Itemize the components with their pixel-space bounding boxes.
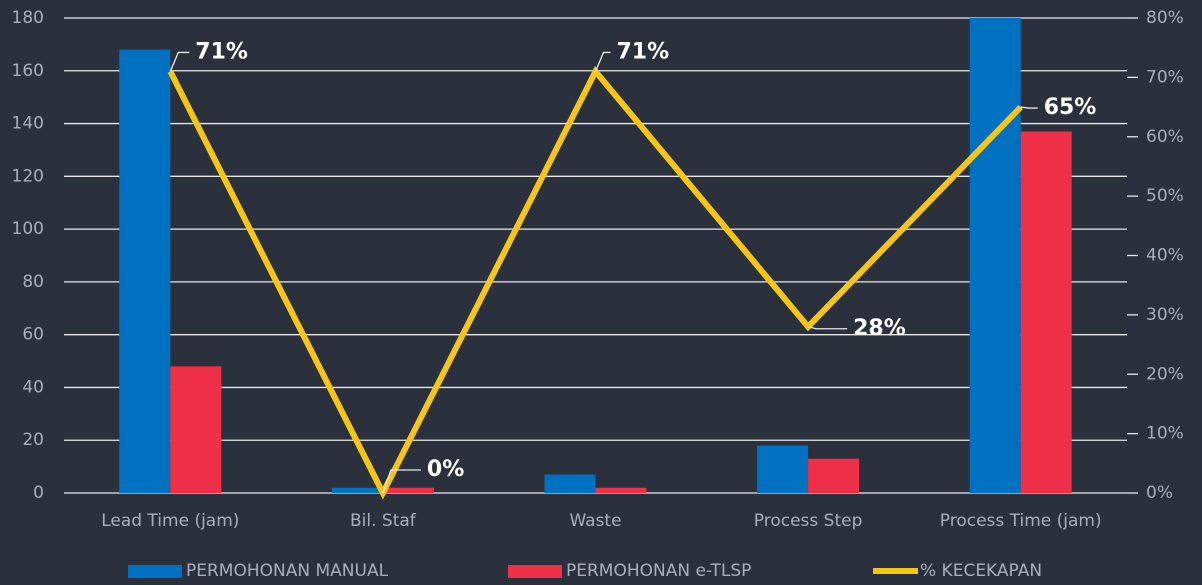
bar	[119, 49, 171, 494]
leader-line	[807, 326, 848, 330]
bar	[969, 18, 1021, 493]
y-tick-label: 160	[12, 61, 44, 81]
leader-line	[382, 469, 421, 494]
y-tick-label: 80	[22, 272, 44, 292]
legend-swatch	[508, 565, 562, 578]
x-tick-label: Waste	[569, 511, 621, 531]
data-label: 65%	[1044, 95, 1097, 120]
y-tick-label: 100	[12, 219, 44, 239]
data-label: 71%	[195, 39, 248, 64]
y2-tick-label: 0%	[1146, 483, 1173, 503]
y-tick-label: 60	[22, 325, 44, 345]
y-tick-label: 140	[12, 114, 44, 134]
x-tick-label: Bil. Staf	[350, 511, 417, 531]
legend-label: PERMOHONAN e-TLSP	[566, 561, 751, 581]
leader-line	[1020, 106, 1038, 109]
data-label: 0%	[427, 457, 464, 482]
y2-tick-label: 40%	[1146, 246, 1184, 266]
x-tick-label: Lead Time (jam)	[101, 511, 239, 531]
y-tick-label: 40	[22, 377, 44, 397]
legend-swatch	[128, 565, 182, 578]
y2-tick-label: 60%	[1146, 127, 1184, 147]
y2-tick-label: 70%	[1146, 67, 1184, 87]
leader-line	[169, 51, 190, 72]
leader-line	[594, 51, 611, 72]
bar	[331, 487, 383, 493]
bar	[595, 487, 647, 493]
bar	[170, 366, 222, 493]
y-tick-label: 180	[12, 8, 44, 28]
y2-tick-label: 30%	[1146, 305, 1184, 325]
bar	[544, 474, 596, 493]
y2-tick-label: 10%	[1146, 424, 1184, 444]
y2-tick-label: 80%	[1146, 8, 1184, 28]
bar	[1020, 131, 1072, 493]
data-label: 71%	[617, 39, 670, 64]
bar	[382, 487, 434, 493]
x-tick-label: Process Step	[754, 511, 863, 531]
y-tick-label: 20	[22, 430, 44, 450]
legend-label: % KECEKAPAN	[920, 561, 1042, 581]
y-tick-label: 0	[33, 483, 44, 503]
y2-tick-label: 50%	[1146, 186, 1184, 206]
bar	[808, 458, 860, 493]
legend-label: PERMOHONAN MANUAL	[186, 561, 389, 581]
y-tick-label: 120	[12, 166, 44, 186]
bar	[757, 445, 809, 493]
x-tick-label: Process Time (jam)	[940, 511, 1102, 531]
y2-tick-label: 20%	[1146, 364, 1184, 384]
data-label: 28%	[853, 316, 906, 341]
